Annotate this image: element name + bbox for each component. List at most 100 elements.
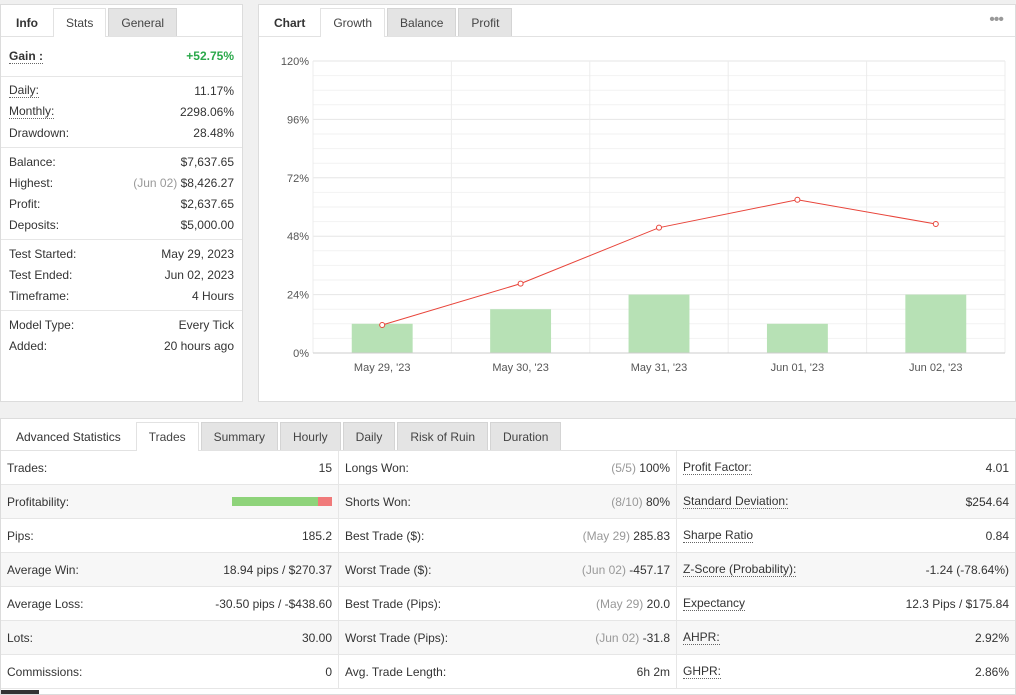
stat-value-wrap: 0 (325, 665, 332, 679)
stat-label: Longs Won: (345, 460, 409, 475)
tab-general[interactable]: General (108, 8, 178, 36)
stat-row: Shorts Won: (8/10) 80% (339, 485, 676, 519)
gain-group: Gain : +52.75% (1, 37, 242, 77)
stat-value: $2,637.65 (180, 196, 234, 211)
x-tick-label: May 30, '23 (492, 362, 549, 374)
tab-profit[interactable]: Profit (458, 8, 513, 36)
stat-label[interactable]: Expectancy (683, 596, 746, 611)
gain-row: Gain : +52.75% (9, 40, 234, 72)
stat-label[interactable]: Monthly: (9, 104, 55, 119)
more-dots-icon[interactable]: ••• (989, 11, 1004, 28)
stat-value-wrap: 6h 2m (637, 665, 670, 679)
growth-bar[interactable] (628, 294, 690, 353)
growth-point[interactable] (932, 221, 939, 228)
stat-value-wrap: $7,637.65 (181, 155, 234, 169)
stat-value: $8,426.27 (180, 175, 234, 190)
stat-value-wrap: 30.00 (302, 631, 332, 645)
stat-label[interactable]: GHPR: (683, 664, 722, 679)
stat-label: Timeframe: (9, 288, 70, 303)
x-tick-label: May 31, '23 (631, 362, 688, 374)
stat-label[interactable]: Profit Factor: (683, 460, 752, 475)
growth-bar[interactable] (905, 294, 967, 353)
growth-point[interactable] (517, 280, 524, 287)
stat-label[interactable]: Daily: (9, 83, 40, 98)
trades-column-3: Profit Factor: 4.01 Standard Deviation: $25… (677, 451, 1015, 689)
stat-value: 100% (639, 460, 670, 475)
growth-point[interactable] (379, 322, 386, 329)
stat-row: Z-Score (Probability): -1.24 (-78.64%) (677, 553, 1015, 587)
stat-row: Balance: $7,637.65 (9, 151, 234, 172)
tab-balance[interactable]: Balance (387, 8, 457, 36)
tab-hourly[interactable]: Hourly (279, 422, 341, 450)
stat-label[interactable]: Sharpe Ratio (683, 528, 754, 543)
stat-value: 2.92% (974, 630, 1009, 645)
horizontal-scrollbar[interactable] (1, 690, 39, 694)
stat-value: -1.24 (-78.64%) (925, 562, 1009, 577)
tab-trades[interactable]: Trades (135, 422, 199, 451)
stat-note: (Jun 02) (581, 562, 626, 577)
stat-label: Shorts Won: (345, 494, 411, 509)
stat-value: 285.83 (633, 528, 670, 543)
stat-row: AHPR: 2.92% (677, 621, 1015, 655)
stat-label: Avg. Trade Length: (345, 664, 447, 679)
tab-growth[interactable]: Growth (320, 8, 386, 37)
stat-label: Deposits: (9, 217, 60, 232)
tab-summary[interactable]: Summary (200, 422, 278, 450)
stat-value-wrap: 2298.06% (180, 105, 234, 119)
stat-label: Test Ended: (9, 267, 73, 282)
tab-chart[interactable]: Chart (261, 8, 319, 36)
stat-value-wrap: -30.50 pips / -$438.60 (215, 597, 332, 611)
stat-value-wrap: (8/10) 80% (611, 495, 670, 509)
stat-value-wrap: (Jun 02) -31.8 (595, 631, 670, 645)
stat-row: Daily: 11.17% (9, 80, 234, 101)
stat-value-wrap: (5/5) 100% (611, 461, 670, 475)
stat-label: Model Type: (9, 317, 75, 332)
tab-stats[interactable]: Stats (53, 8, 107, 37)
stat-row: Pips: 185.2 (1, 519, 338, 553)
gain-label[interactable]: Gain : (9, 48, 44, 64)
tab-info[interactable]: Info (3, 8, 51, 36)
stat-value: 185.2 (301, 528, 332, 543)
stat-label[interactable]: Standard Deviation: (683, 494, 789, 509)
stat-value: 6h 2m (636, 664, 670, 679)
stat-value: 2298.06% (179, 104, 234, 119)
stat-label: Balance: (9, 154, 56, 169)
growth-bar[interactable] (490, 309, 552, 353)
tab-daily[interactable]: Daily (342, 422, 396, 450)
stat-row: Profit Factor: 4.01 (677, 451, 1015, 485)
stat-label[interactable]: AHPR: (683, 630, 720, 645)
stat-value-wrap: Every Tick (179, 318, 234, 332)
stat-row: Best Trade (Pips): (May 29) 20.0 (339, 587, 676, 621)
tab-risk-of-ruin[interactable]: Risk of Ruin (397, 422, 489, 450)
growth-bar[interactable] (351, 323, 413, 353)
stat-row: Longs Won: (5/5) 100% (339, 451, 676, 485)
tab-duration[interactable]: Duration (490, 422, 562, 450)
growth-point[interactable] (656, 224, 662, 231)
stat-row: Timeframe: 4 Hours (9, 285, 234, 306)
tab-advanced-statistics[interactable]: Advanced Statistics (3, 422, 134, 450)
stat-row: Sharpe Ratio 0.84 (677, 519, 1015, 553)
stat-row: Lots: 30.00 (1, 621, 338, 655)
chart-tabbar: Chart Growth Balance Profit ••• (259, 5, 1015, 37)
stat-row: Profit: $2,637.65 (9, 193, 234, 214)
stat-note: (5/5) (611, 460, 636, 475)
stat-note: (May 29) (595, 596, 644, 611)
stat-group: Model Type: Every Tick Added: 20 hours ago (1, 311, 242, 360)
growth-point[interactable] (794, 196, 801, 203)
growth-bar[interactable] (766, 323, 828, 353)
stat-note: (Jun 02) (595, 630, 640, 645)
stat-value-wrap: (Jun 02) -457.17 (582, 563, 670, 577)
stat-value: 20 hours ago (163, 338, 234, 353)
stat-value-wrap: (May 29) 285.83 (583, 529, 670, 543)
stat-row: Average Win: 18.94 pips / $270.37 (1, 553, 338, 587)
stat-row: Monthly: 2298.06% (9, 101, 234, 122)
stat-value-wrap: 11.17% (194, 84, 234, 98)
stat-label[interactable]: Z-Score (Probability): (683, 562, 797, 577)
stat-value: 18.94 pips / $270.37 (223, 562, 332, 577)
x-tick-label: Jun 01, '23 (771, 362, 824, 374)
stat-value: $7,637.65 (180, 154, 234, 169)
stat-label: Highest: (9, 175, 54, 190)
stat-value-wrap: 18.94 pips / $270.37 (223, 563, 332, 577)
stat-value-wrap: $5,000.00 (181, 218, 234, 232)
stat-row: Worst Trade ($): (Jun 02) -457.17 (339, 553, 676, 587)
